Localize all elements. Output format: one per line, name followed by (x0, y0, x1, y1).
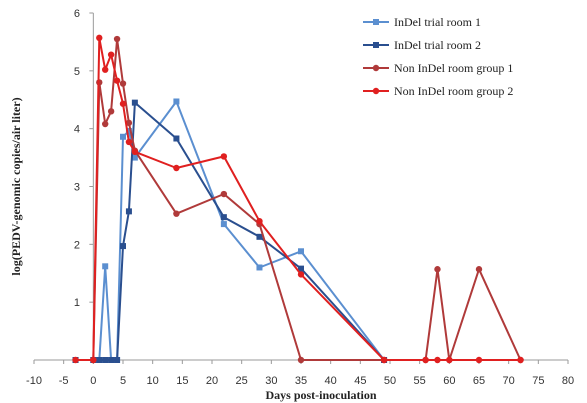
data-point (96, 357, 103, 363)
y-tick-label: 3 (74, 182, 80, 194)
data-point (72, 356, 79, 364)
data-point (220, 221, 227, 228)
x-tick-label: 25 (236, 375, 248, 387)
legend-label: Non InDel room group 2 (394, 84, 513, 98)
data-point (517, 356, 524, 364)
x-tick-label: 5 (120, 375, 126, 387)
series-layer (72, 34, 524, 364)
x-tick-label: 60 (443, 375, 455, 387)
data-point (119, 80, 127, 87)
legend: InDel trial room 1 InDel trial room 2 Non … (363, 15, 513, 98)
x-tick-label: 0 (90, 375, 96, 387)
axes: -10 -5 0 5 10 15 20 25 30 35 40 45 50 55 60 65 70 75 80123… (26, 8, 574, 387)
x-tick-label: 80 (562, 375, 574, 387)
data-point (446, 356, 453, 364)
data-point (173, 164, 180, 172)
data-point (220, 153, 228, 160)
data-point (380, 356, 388, 364)
x-axis-title: Days post-inoculation (265, 388, 376, 402)
data-point (90, 356, 97, 364)
x-tick-label: 35 (295, 375, 307, 387)
data-point (256, 264, 263, 271)
data-point (256, 218, 263, 225)
data-point (125, 208, 132, 215)
data-point (102, 263, 109, 270)
data-point (114, 357, 121, 363)
data-point (120, 243, 126, 250)
data-point (102, 66, 109, 73)
y-tick-label: 4 (74, 124, 80, 136)
data-point (113, 35, 121, 43)
series-line (75, 100, 385, 361)
data-point (220, 214, 227, 221)
data-point (131, 148, 139, 155)
data-point (297, 356, 305, 364)
data-point (173, 210, 180, 217)
series-4 (72, 34, 524, 364)
data-point (434, 266, 441, 273)
y-tick-label: 2 (74, 239, 80, 251)
legend-item: Non InDel room group 1 (363, 61, 513, 75)
data-point (131, 99, 138, 106)
data-point (125, 127, 132, 134)
x-tick-label: 10 (147, 375, 159, 387)
x-tick-label: 15 (176, 375, 188, 387)
data-point (108, 357, 115, 363)
y-axis-title: log(PEDV-genomic copies/air liter) (9, 97, 23, 275)
x-tick-label: 70 (503, 375, 515, 387)
x-tick-label: 65 (473, 375, 485, 387)
data-point (119, 100, 127, 107)
legend-item: InDel trial room 1 (363, 15, 481, 29)
data-point (297, 271, 305, 278)
x-tick-label: 55 (414, 375, 426, 387)
data-point (102, 357, 109, 363)
y-tick-label: 5 (74, 66, 80, 78)
x-tick-label: -10 (26, 375, 42, 387)
data-point (125, 119, 133, 127)
x-tick-label: 50 (384, 375, 396, 387)
legend-label: InDel trial room 1 (394, 15, 481, 29)
data-point (434, 356, 441, 364)
legend-label: InDel trial room 2 (394, 38, 481, 52)
x-tick-label: 40 (325, 375, 337, 387)
data-point (113, 77, 121, 84)
data-point (256, 233, 263, 240)
x-tick-label: 75 (532, 375, 544, 387)
data-point (96, 34, 103, 42)
legend-marker (373, 42, 379, 48)
data-point (173, 98, 180, 105)
x-tick-label: 30 (265, 375, 277, 387)
legend-label: Non InDel room group 1 (394, 61, 513, 75)
y-tick-label: 1 (74, 297, 80, 309)
data-point (107, 51, 115, 58)
legend-marker (373, 19, 379, 25)
data-point (422, 356, 429, 364)
y-tick-label: 6 (74, 8, 80, 20)
legend-marker (372, 64, 380, 72)
data-point (125, 138, 133, 146)
data-point (298, 248, 304, 255)
data-point (131, 154, 138, 161)
x-tick-label: 45 (354, 375, 366, 387)
legend-item: Non InDel room group 2 (363, 84, 513, 98)
data-point (220, 190, 228, 198)
data-point (475, 356, 483, 364)
data-point (173, 135, 180, 142)
data-point (298, 265, 304, 272)
x-tick-label: -5 (59, 375, 69, 387)
legend-item: InDel trial room 2 (363, 38, 481, 52)
x-tick-label: 20 (206, 375, 218, 387)
data-point (475, 266, 483, 273)
data-point (120, 133, 126, 140)
data-point (102, 120, 109, 128)
legend-marker (372, 87, 380, 95)
data-point (107, 108, 115, 115)
